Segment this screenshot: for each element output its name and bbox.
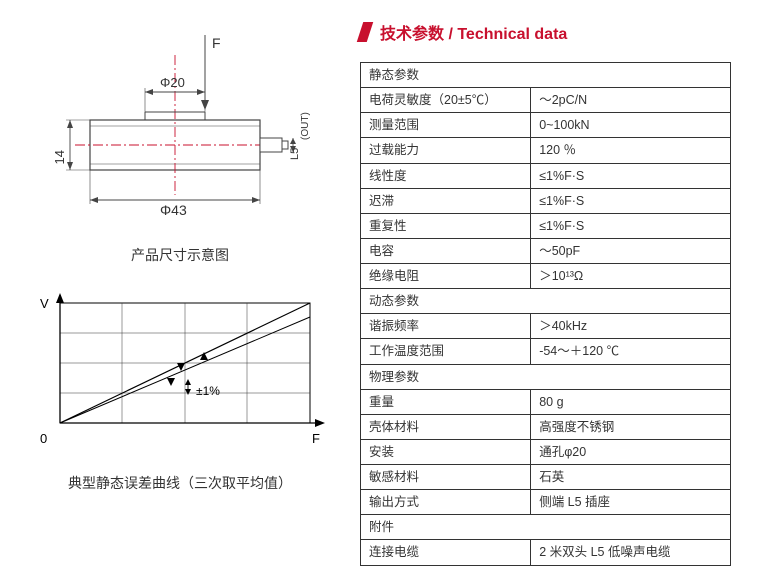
table-row: 绝缘电阻＞10¹³Ω — [361, 264, 731, 289]
table-row: 安装通孔φ20 — [361, 439, 731, 464]
spec-key: 输出方式 — [361, 490, 531, 515]
table-row: 工作温度范围-54～＋120 ℃ — [361, 339, 731, 364]
table-row: 敏感材料石英 — [361, 465, 731, 490]
spec-key: 重量 — [361, 389, 531, 414]
dim-bottom-label: Φ43 — [160, 202, 187, 218]
spec-value: 高强度不锈钢 — [531, 414, 731, 439]
spec-key: 重复性 — [361, 213, 531, 238]
spec-key: 谐振频率 — [361, 314, 531, 339]
dimension-diagram: F Φ20 Φ43 14 — [30, 20, 330, 233]
table-row: 重复性≤1%F·S — [361, 213, 731, 238]
spec-key: 线性度 — [361, 163, 531, 188]
error-curve-diagram: ±1% V 0 F — [30, 293, 330, 461]
spec-value: 石英 — [531, 465, 731, 490]
table-row: 电容～50pF — [361, 238, 731, 263]
dimension-diagram-caption: 产品尺寸示意图 — [30, 245, 330, 265]
spec-section-header: 物理参数 — [361, 364, 731, 389]
x-axis-label: F — [312, 431, 320, 446]
table-row: 线性度≤1%F·S — [361, 163, 731, 188]
table-row: 迟滞≤1%F·S — [361, 188, 731, 213]
spec-key: 测量范围 — [361, 113, 531, 138]
spec-value: ～50pF — [531, 238, 731, 263]
spec-section-header: 附件 — [361, 515, 731, 540]
spec-value: -54～＋120 ℃ — [531, 339, 731, 364]
title-bar-icon — [357, 22, 373, 42]
dim-height-label: 14 — [52, 150, 67, 164]
spec-key: 电荷灵敏度（20±5℃） — [361, 88, 531, 113]
title-text: 技术参数 / Technical data — [380, 20, 567, 44]
spec-key: 连接电缆 — [361, 540, 531, 565]
spec-value: 2 米双头 L5 低噪声电缆 — [531, 540, 731, 565]
spec-value: 通孔φ20 — [531, 439, 731, 464]
spec-value: ＞40kHz — [531, 314, 731, 339]
spec-value: 80 g — [531, 389, 731, 414]
spec-key: 安装 — [361, 439, 531, 464]
error-curve-caption: 典型静态误差曲线（三次取平均值） — [30, 473, 330, 493]
force-label: F — [212, 35, 221, 51]
spec-value: ≤1%F·S — [531, 188, 731, 213]
spec-key: 壳体材料 — [361, 414, 531, 439]
table-row: 连接电缆2 米双头 L5 低噪声电缆 — [361, 540, 731, 565]
spec-section-header: 静态参数 — [361, 63, 731, 88]
table-row: 电荷灵敏度（20±5℃）～2pC/N — [361, 88, 731, 113]
section-title: 技术参数 / Technical data — [360, 20, 731, 44]
spec-key: 敏感材料 — [361, 465, 531, 490]
dim-plug-label: L5 — [289, 148, 301, 160]
spec-section-header: 动态参数 — [361, 289, 731, 314]
spec-value: 侧端 L5 插座 — [531, 490, 731, 515]
spec-value: ～2pC/N — [531, 88, 731, 113]
table-row: 壳体材料高强度不锈钢 — [361, 414, 731, 439]
spec-value: ＞10¹³Ω — [531, 264, 731, 289]
spec-key: 绝缘电阻 — [361, 264, 531, 289]
spec-value: ≤1%F·S — [531, 163, 731, 188]
table-row: 测量范围0~100kN — [361, 113, 731, 138]
spec-value: 120 ％ — [531, 138, 731, 163]
spec-table: 静态参数电荷灵敏度（20±5℃）～2pC/N测量范围0~100kN过载能力120… — [360, 62, 731, 566]
table-row: 输出方式侧端 L5 插座 — [361, 490, 731, 515]
spec-key: 工作温度范围 — [361, 339, 531, 364]
origin-label: 0 — [40, 431, 47, 446]
table-row: 过载能力120 ％ — [361, 138, 731, 163]
spec-value: 0~100kN — [531, 113, 731, 138]
table-row: 重量80 g — [361, 389, 731, 414]
spec-key: 过载能力 — [361, 138, 531, 163]
out-label: (OUT) — [300, 112, 311, 140]
table-row: 谐振频率＞40kHz — [361, 314, 731, 339]
spec-key: 迟滞 — [361, 188, 531, 213]
tolerance-label: ±1% — [196, 384, 220, 398]
spec-key: 电容 — [361, 238, 531, 263]
dim-top-label: Φ20 — [160, 75, 185, 90]
y-axis-label: V — [40, 296, 49, 311]
spec-value: ≤1%F·S — [531, 213, 731, 238]
